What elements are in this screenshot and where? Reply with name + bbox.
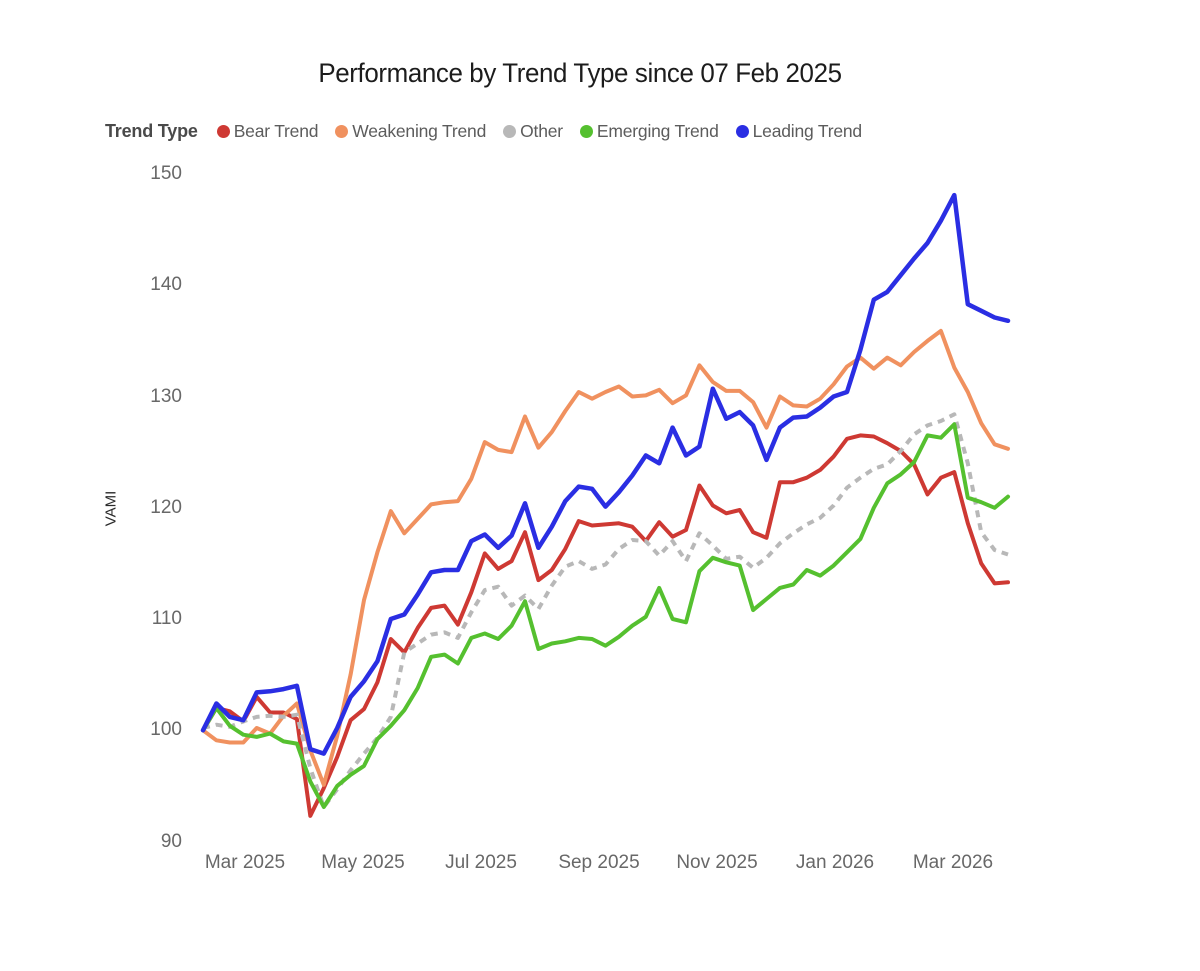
legend-item-label: Leading Trend (752, 120, 862, 141)
y-tick-label: 100 (150, 719, 182, 741)
legend-swatch-icon (216, 124, 230, 138)
legend-item-label: Bear Trend (233, 120, 319, 141)
y-tick-label: 150 (150, 163, 182, 184)
x-tick-label: May 2025 (321, 852, 405, 873)
legend-title: Trend Type (105, 120, 198, 141)
y-tick-label: 130 (150, 385, 182, 407)
legend-item-label: Weakening Trend (352, 120, 487, 141)
series-line-emerging-trend[interactable] (201, 422, 1010, 809)
legend-swatch-icon (503, 124, 517, 138)
legend-swatch-icon (579, 124, 593, 138)
legend-swatch-icon (735, 124, 749, 138)
series-line-other[interactable] (202, 412, 1009, 809)
x-tick-label: Jul 2025 (445, 852, 517, 873)
series-line-bear-trend[interactable] (201, 433, 1010, 818)
y-tick-label: 90 (160, 830, 182, 852)
legend: Trend Type Bear Trend Weakening Trend Othe… (105, 118, 862, 144)
legend-item-label: Other (520, 120, 563, 141)
chart-title: Performance by Trend Type since 07 Feb 2… (318, 58, 842, 88)
x-tick-label: Mar 2026 (912, 852, 994, 873)
legend-item-other[interactable]: Other (503, 121, 563, 142)
x-tick-label: Sep 2025 (558, 852, 640, 873)
series-line-leading-trend[interactable] (200, 192, 1011, 756)
legend-swatch-icon (335, 124, 349, 138)
legend-item-leading-trend[interactable]: Leading Trend (735, 120, 862, 142)
legend-item-emerging-trend[interactable]: Emerging Trend (579, 120, 719, 142)
legend-item-bear-trend[interactable]: Bear Trend (216, 120, 319, 142)
legend-item-label: Emerging Trend (596, 120, 719, 141)
y-tick-label: 120 (150, 496, 182, 518)
x-tick-label: Jan 2026 (795, 852, 875, 873)
x-tick-label: Nov 2025 (676, 852, 758, 873)
y-tick-label: 140 (150, 274, 182, 296)
series-line-weakening-trend[interactable] (201, 328, 1010, 787)
x-tick-label: Mar 2025 (204, 852, 286, 873)
y-tick-label: 110 (151, 608, 182, 629)
legend-item-weakening-trend[interactable]: Weakening Trend (335, 121, 486, 142)
